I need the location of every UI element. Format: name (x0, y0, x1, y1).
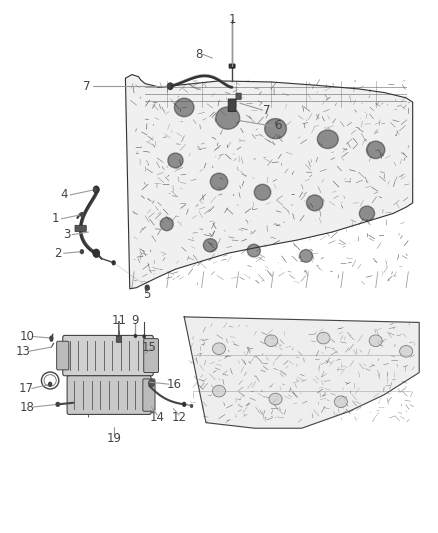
Circle shape (49, 335, 53, 341)
Text: 6: 6 (274, 119, 282, 133)
Ellipse shape (210, 173, 228, 190)
Ellipse shape (399, 345, 413, 357)
Text: 7: 7 (82, 80, 90, 93)
Ellipse shape (318, 130, 338, 149)
Text: 1: 1 (52, 212, 60, 225)
Ellipse shape (367, 141, 385, 159)
Text: 18: 18 (20, 400, 35, 414)
FancyBboxPatch shape (67, 376, 151, 415)
FancyBboxPatch shape (229, 64, 235, 68)
Text: 17: 17 (19, 382, 34, 395)
FancyBboxPatch shape (116, 336, 121, 342)
Circle shape (93, 187, 97, 192)
FancyBboxPatch shape (228, 99, 236, 112)
FancyBboxPatch shape (63, 335, 153, 376)
Ellipse shape (334, 396, 347, 408)
Text: 3: 3 (63, 228, 71, 241)
Circle shape (48, 382, 52, 387)
Text: 2: 2 (54, 247, 62, 260)
FancyBboxPatch shape (57, 341, 69, 370)
Circle shape (112, 260, 116, 265)
Text: 7: 7 (263, 103, 271, 117)
Ellipse shape (203, 239, 217, 252)
Circle shape (80, 249, 84, 254)
Ellipse shape (160, 217, 173, 231)
Ellipse shape (369, 335, 382, 346)
Circle shape (134, 334, 137, 338)
FancyBboxPatch shape (75, 225, 86, 232)
Circle shape (80, 212, 84, 217)
Text: 11: 11 (111, 314, 127, 327)
Polygon shape (184, 317, 419, 428)
FancyBboxPatch shape (236, 93, 241, 100)
Ellipse shape (212, 385, 226, 397)
Circle shape (142, 334, 146, 338)
Circle shape (49, 337, 53, 342)
Text: 13: 13 (16, 345, 31, 358)
Circle shape (190, 404, 193, 408)
Circle shape (145, 285, 149, 290)
Circle shape (93, 249, 100, 257)
Text: 16: 16 (167, 378, 182, 391)
Circle shape (55, 402, 59, 407)
Text: 10: 10 (20, 330, 35, 343)
Ellipse shape (174, 98, 194, 117)
Ellipse shape (300, 249, 313, 262)
Text: 12: 12 (171, 411, 187, 424)
Circle shape (167, 84, 171, 89)
Circle shape (168, 83, 173, 90)
Text: 8: 8 (196, 48, 203, 61)
Ellipse shape (359, 206, 374, 221)
Circle shape (182, 402, 186, 407)
FancyBboxPatch shape (144, 338, 159, 373)
Text: 15: 15 (142, 341, 157, 353)
Ellipse shape (269, 393, 282, 405)
Ellipse shape (212, 343, 226, 354)
Polygon shape (125, 75, 413, 289)
Ellipse shape (254, 184, 271, 200)
Ellipse shape (307, 195, 323, 211)
Ellipse shape (168, 153, 183, 168)
Text: 14: 14 (150, 411, 165, 424)
Circle shape (145, 285, 150, 291)
Text: 9: 9 (132, 314, 139, 327)
Ellipse shape (216, 107, 240, 129)
Ellipse shape (247, 244, 260, 257)
FancyBboxPatch shape (143, 379, 155, 411)
Text: 4: 4 (61, 189, 68, 201)
Ellipse shape (317, 332, 330, 344)
Circle shape (56, 402, 60, 407)
Circle shape (93, 186, 99, 193)
Text: 5: 5 (144, 288, 151, 301)
Ellipse shape (265, 335, 278, 346)
Ellipse shape (265, 118, 286, 139)
Text: 1: 1 (228, 13, 236, 27)
Circle shape (148, 379, 155, 387)
Text: 19: 19 (106, 432, 121, 446)
